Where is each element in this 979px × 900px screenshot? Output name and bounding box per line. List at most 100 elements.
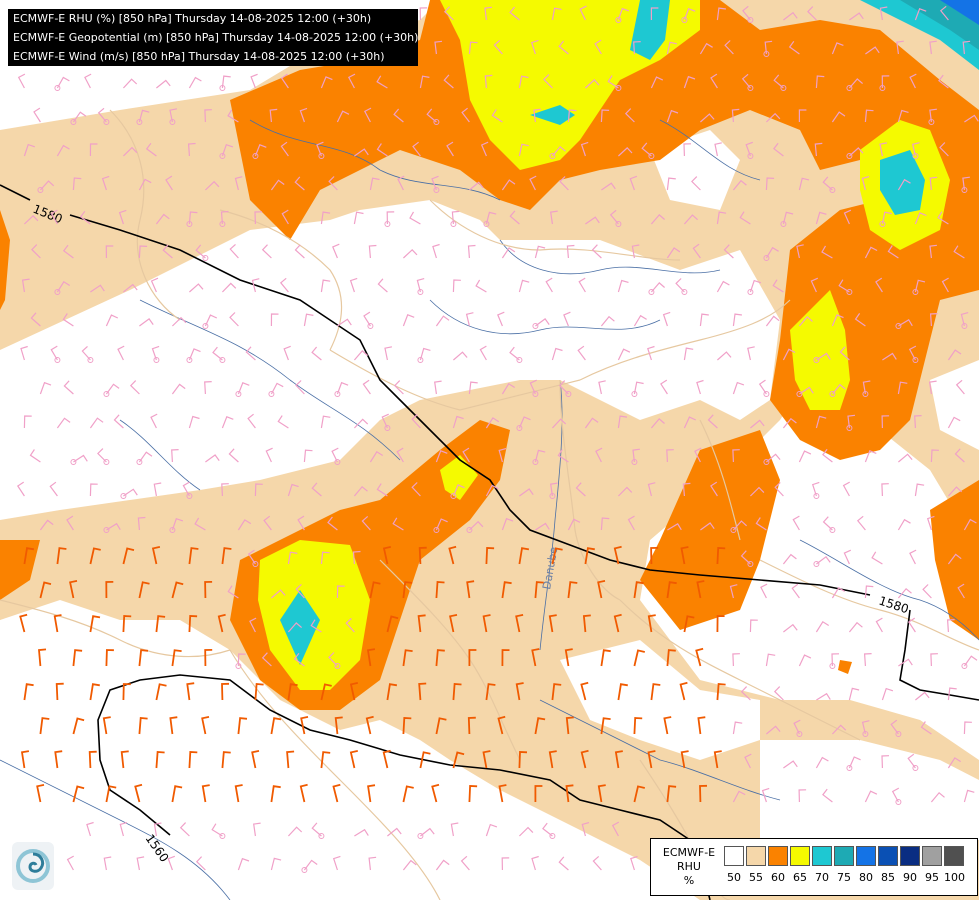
calm-wind-marker	[829, 391, 836, 397]
wind-barb	[909, 549, 917, 565]
title-wind: ECMWF-E Wind (m/s) [850 hPa] Thursday 14…	[13, 50, 385, 63]
wind-barb	[629, 175, 638, 191]
wind-barb	[311, 482, 322, 497]
wind-barb	[299, 783, 308, 803]
wind-barb	[468, 520, 484, 531]
calm-wind-marker	[483, 221, 490, 227]
wind-barb	[580, 749, 589, 769]
wind-barb	[449, 614, 458, 633]
wind-barb	[807, 6, 817, 21]
wind-barb	[337, 318, 352, 327]
wind-barb	[316, 141, 324, 157]
wind-barb	[960, 312, 969, 327]
calm-wind-marker	[747, 17, 754, 23]
wind-barb	[396, 447, 404, 463]
wind-barb	[798, 654, 812, 667]
calm-wind-marker	[961, 323, 968, 329]
wind-barb	[72, 717, 85, 735]
wind-barb	[188, 615, 198, 633]
wind-barb	[39, 519, 54, 531]
wind-barb	[848, 756, 861, 769]
wind-barb	[580, 141, 589, 157]
calm-wind-marker	[532, 323, 539, 329]
wind-barb	[864, 790, 878, 803]
wind-barb	[21, 278, 30, 293]
calm-wind-marker	[318, 153, 325, 159]
wind-barb	[865, 46, 880, 55]
wind-barb	[930, 791, 945, 803]
wind-barb	[221, 282, 237, 293]
wind-barb	[434, 40, 443, 55]
wind-barb	[204, 109, 212, 123]
wind-barb	[402, 581, 413, 599]
wind-barb	[497, 311, 505, 327]
calm-wind-marker	[730, 527, 737, 533]
legend-bin-label: 100	[944, 871, 965, 884]
wind-barb	[443, 6, 454, 21]
wind-barb	[452, 484, 465, 497]
wind-barb	[376, 143, 388, 157]
wind-barb	[368, 244, 377, 259]
calm-wind-marker	[37, 187, 44, 193]
wind-barb	[713, 750, 722, 769]
wind-barb	[150, 277, 159, 293]
wind-barb	[594, 39, 602, 55]
wind-barb	[286, 750, 295, 769]
wind-barb	[741, 73, 751, 89]
wind-barb	[205, 454, 220, 463]
wind-barb	[353, 211, 364, 225]
calm-wind-marker	[318, 833, 325, 839]
wind-barb	[545, 277, 553, 293]
wind-barb	[501, 247, 516, 259]
calm-wind-marker	[813, 493, 820, 499]
legend-unit: %	[683, 874, 695, 887]
wind-barb	[799, 386, 814, 395]
wind-barb	[320, 76, 333, 89]
calm-wind-marker	[648, 153, 655, 159]
wind-barb	[600, 717, 611, 735]
wind-barb	[234, 784, 243, 803]
wind-barb	[929, 244, 937, 259]
wind-barb	[922, 584, 932, 599]
wind-barb	[171, 449, 179, 463]
wind-barb	[611, 821, 620, 837]
wind-barb	[122, 547, 135, 565]
wind-barb	[929, 176, 938, 191]
wind-barb	[666, 109, 679, 123]
calm-wind-marker	[961, 663, 968, 669]
wind-barb	[293, 652, 305, 667]
wind-barb	[165, 175, 173, 191]
wind-barb	[297, 515, 305, 531]
wind-barb	[716, 7, 726, 21]
wind-barb	[117, 345, 125, 361]
wind-barb	[369, 581, 381, 599]
wind-barb	[376, 483, 388, 497]
wind-barb	[914, 8, 927, 21]
wind-barb	[666, 581, 677, 599]
wind-barb	[501, 517, 514, 531]
wind-barb	[617, 415, 628, 429]
wind-barb	[564, 648, 573, 667]
wind-barb	[662, 311, 671, 327]
wind-barb	[72, 111, 87, 123]
wind-barb	[39, 581, 52, 599]
wind-barb	[23, 415, 32, 429]
wind-barb	[897, 518, 911, 531]
wind-barb	[695, 647, 704, 667]
wind-barb	[739, 211, 751, 225]
wind-barb	[72, 649, 83, 667]
legend-bin-label: 90	[903, 871, 917, 884]
wind-barb	[515, 682, 524, 701]
wind-barb	[465, 312, 474, 327]
wind-barb	[221, 547, 232, 565]
wind-barb	[898, 453, 913, 463]
wind-barb	[89, 547, 101, 565]
wind-barb	[567, 518, 581, 531]
wind-barb	[362, 379, 371, 395]
wind-barb	[666, 177, 676, 191]
wind-barb	[320, 279, 331, 293]
wind-barb	[334, 716, 343, 735]
wind-barb	[518, 826, 534, 837]
wind-barb	[861, 176, 870, 191]
wind-barb	[409, 211, 421, 225]
